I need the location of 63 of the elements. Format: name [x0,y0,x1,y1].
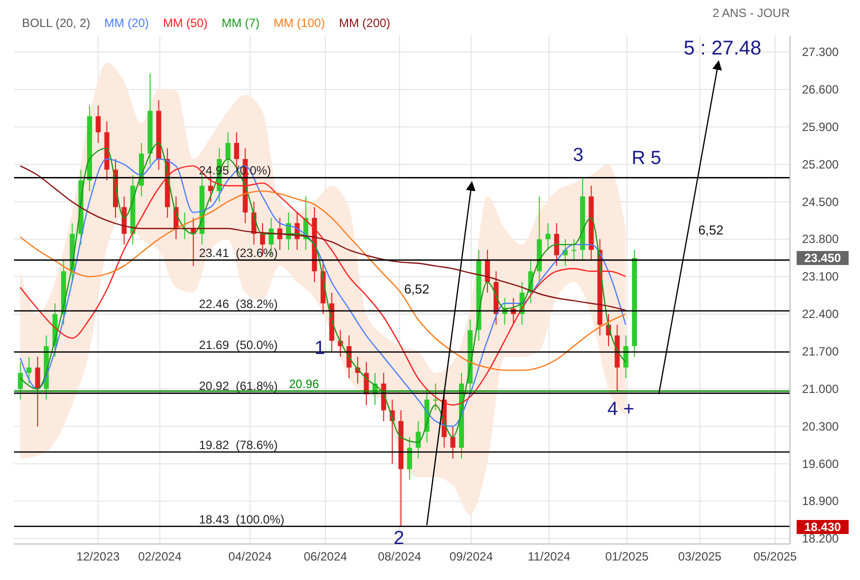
x-tick-label: 02/2024 [138,550,182,564]
annotation: 2 [394,528,404,550]
x-tick-label: 08/2024 [378,550,422,564]
candlestick [545,222,550,250]
candlestick [96,105,101,144]
candlestick [208,174,214,202]
x-tick-label: 04/2024 [228,550,272,564]
y-tick-label: 18.900 [802,494,840,508]
text: 23.450 [796,250,849,265]
line-series [20,165,626,311]
ref-line-label: 23.41 (23.6%) [199,246,278,260]
candlestick [35,356,40,427]
y-tick-label: 20.300 [802,419,840,434]
y-tick-label: 18.200 [802,532,840,546]
candlestick [450,426,456,459]
candlestick [484,249,490,294]
text: MM (20) [104,16,149,30]
candlestick [407,436,412,480]
x-tick-label: 01/2025 [605,550,649,564]
candlestick [571,238,576,262]
text: MM (50) [162,16,208,30]
y-tick-label: 23.800 [802,232,840,246]
x-tick-label: 12/2023 [76,550,120,564]
y-tick-label: 22.400 [802,307,840,322]
text: MM (7) [222,16,260,30]
x-tick-label: 06/2024 [304,550,348,564]
annotation: 3 [572,145,584,168]
ref-line-label: 20.92 (61.8%) [199,379,278,394]
ref-line-label: 18.43 (100.0%) [199,512,284,526]
x-tick-label: 11/2024 [528,550,571,564]
x-tick-label: 09/2024 [450,550,494,564]
annotation: 6,52 [404,282,430,297]
ref-line-label: 22.46 (38.2%) [199,296,278,311]
y-tick-label: 21.000 [802,382,840,396]
y-tick-label: 26.600 [802,82,840,96]
y-tick-label: 23.100 [802,270,840,284]
y-tick-label: 19.600 [802,456,840,471]
text: 2 ANS - JOUR [712,6,790,20]
line-series [20,190,626,371]
y-tick-label: 25.200 [802,157,840,172]
candlestick [18,362,23,400]
text: 18.430 [796,520,849,534]
annotation: 6,52 [698,222,724,238]
candlestick [623,334,628,379]
candlestick [433,383,438,411]
annotation: 4 + [607,398,634,421]
ref-line-label: 21.69 (50.0%) [199,338,278,352]
y-tick-label: 24.500 [802,194,840,209]
y-tick-label: 25.900 [802,120,840,134]
legend-title: BOLL (20, 2) [22,16,90,30]
x-tick-label: 03/2025 [678,550,722,564]
text: MM (200) [338,16,390,30]
candlestick [554,222,560,266]
candlestick [416,420,421,459]
candlestick [26,356,32,384]
y-tick-label: 21.700 [802,344,840,358]
text: MM (100) [274,16,325,30]
x-tick-label: 05/2025 [753,550,798,564]
annotation: 5 : 27.48 [684,38,762,61]
ref-line-label: 20.96 [289,377,320,392]
annotation: R 5 [632,148,662,170]
y-tick-label: 27.300 [802,45,840,60]
ref-line-label: 19.82 (78.6%) [199,438,278,452]
